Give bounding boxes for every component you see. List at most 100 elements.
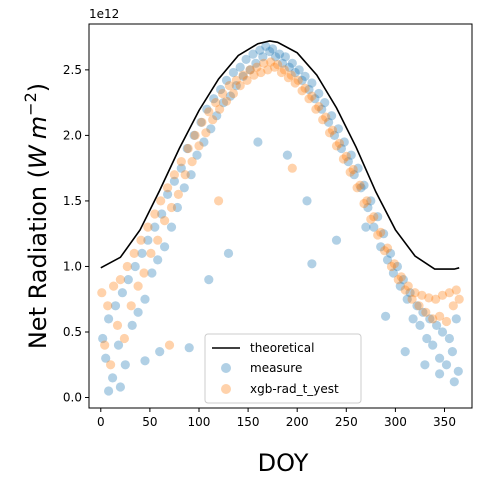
point: [444, 333, 454, 344]
point: [431, 294, 441, 304]
point: [334, 138, 344, 148]
point: [425, 314, 435, 324]
point: [103, 301, 113, 311]
point: [324, 117, 334, 127]
point: [143, 235, 153, 245]
point: [369, 212, 379, 222]
point: [408, 314, 418, 324]
point: [422, 333, 432, 344]
legend-swatch-measure: [221, 363, 231, 373]
point: [270, 62, 280, 72]
point: [225, 91, 235, 101]
point: [451, 314, 461, 324]
point: [382, 255, 393, 265]
point: [115, 275, 125, 285]
legend-label-measure: measure: [250, 361, 302, 375]
point: [310, 94, 320, 104]
point: [179, 183, 189, 193]
point: [327, 125, 338, 135]
y-axis-label: Net Radiation (Wm−2): [21, 83, 52, 349]
legend-label-xgb: xgb-rad_t_yest: [250, 382, 339, 396]
point: [245, 65, 255, 75]
point: [400, 285, 410, 295]
x-tick-label: 350: [433, 415, 456, 429]
point: [348, 164, 358, 175]
point: [160, 242, 170, 252]
point: [366, 196, 376, 206]
point: [224, 81, 234, 91]
point: [321, 112, 331, 122]
point: [256, 67, 266, 78]
point: [435, 311, 445, 321]
point: [190, 130, 200, 140]
point: [241, 54, 251, 64]
point: [338, 154, 348, 164]
point: [317, 104, 327, 114]
point: [336, 143, 346, 154]
point: [258, 52, 268, 62]
point: [180, 170, 190, 180]
point: [280, 52, 290, 62]
point: [223, 248, 234, 258]
point: [163, 183, 173, 193]
point: [104, 314, 114, 324]
point: [395, 281, 405, 291]
point: [211, 98, 221, 108]
point: [373, 212, 383, 222]
point: [403, 281, 413, 291]
point: [283, 73, 293, 83]
point: [417, 290, 427, 300]
point: [176, 163, 186, 173]
point: [238, 71, 248, 81]
point: [379, 229, 389, 239]
point: [137, 248, 147, 258]
point: [266, 57, 276, 67]
point: [333, 124, 343, 134]
point: [166, 222, 177, 232]
point: [108, 373, 118, 383]
point: [133, 281, 143, 291]
point: [435, 369, 445, 379]
y-tick-label: 1.0: [63, 259, 82, 273]
point: [444, 288, 454, 298]
x-tick-label: 50: [142, 415, 157, 429]
point: [300, 71, 310, 81]
point: [386, 261, 397, 272]
legend-box: [204, 333, 362, 404]
point: [126, 301, 136, 311]
point: [282, 150, 292, 160]
point: [245, 65, 255, 75]
point: [166, 202, 177, 213]
point: [300, 83, 310, 93]
point: [196, 117, 206, 127]
point: [437, 327, 448, 337]
point: [197, 117, 207, 127]
point: [204, 275, 214, 285]
point: [122, 261, 132, 272]
point: [147, 268, 157, 278]
point: [238, 70, 248, 80]
point: [373, 230, 383, 240]
point: [380, 246, 390, 256]
point: [156, 196, 166, 206]
point: [402, 294, 412, 304]
point: [150, 222, 160, 232]
series-line-theoretical: [100, 40, 460, 270]
point: [120, 360, 130, 370]
point: [447, 347, 457, 357]
point: [349, 170, 359, 180]
point: [110, 301, 121, 311]
point: [407, 294, 417, 304]
y-tick-label: 2.0: [63, 128, 82, 142]
point: [153, 255, 163, 265]
point: [143, 222, 153, 232]
point: [199, 137, 209, 147]
point: [428, 340, 438, 350]
point: [396, 272, 406, 282]
point: [169, 170, 179, 180]
point: [304, 84, 314, 95]
point: [155, 347, 165, 357]
x-tick-label: 250: [335, 415, 358, 429]
y-axis-label-unit-w: W: [24, 144, 52, 169]
point: [206, 124, 216, 134]
